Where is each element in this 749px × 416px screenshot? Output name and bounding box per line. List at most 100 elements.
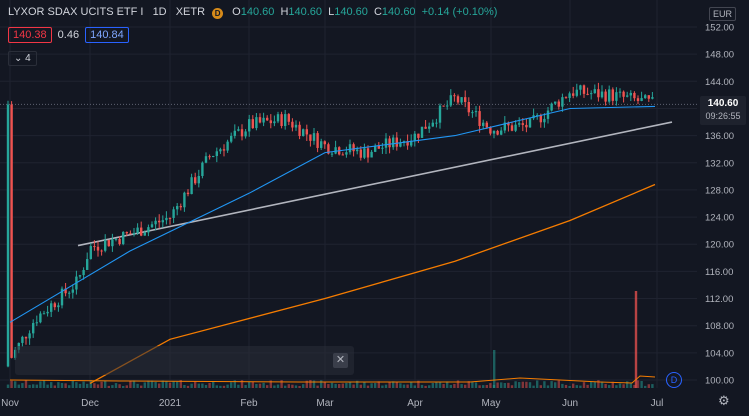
volume-bar xyxy=(647,384,650,388)
candle-body xyxy=(431,122,434,127)
candle-body xyxy=(417,133,420,138)
volume-bar xyxy=(582,382,586,388)
candle-body xyxy=(460,97,463,103)
candle-body xyxy=(147,227,150,233)
close-icon[interactable]: ✕ xyxy=(333,353,348,368)
volume-bar xyxy=(176,381,179,388)
volume-bar xyxy=(550,381,553,388)
volume-bar xyxy=(341,383,344,388)
candle-body xyxy=(622,91,625,97)
volume-bar xyxy=(359,384,362,388)
price-tick-label: 128.00 xyxy=(705,185,734,196)
price-tick-label: 100.00 xyxy=(705,376,734,387)
candle-body xyxy=(42,313,46,315)
candle-body xyxy=(302,129,305,137)
volume-bar xyxy=(539,385,542,388)
candle-body xyxy=(590,93,593,95)
indicators-toggle[interactable]: ⌄ 4 xyxy=(8,51,37,66)
volume-bar xyxy=(233,380,236,388)
symbol-legend[interactable]: LYXOR SDAX UCITS ETF I 1D XETR D O140.60… xyxy=(8,6,497,19)
candle-body xyxy=(129,233,132,235)
volume-bar xyxy=(428,385,431,388)
volume-bar xyxy=(158,383,161,388)
time-axis[interactable]: Nov Dec 2021 Feb Mar Apr May Jun Jul xyxy=(1,398,663,409)
buy-price-button[interactable]: 140.84 xyxy=(85,27,129,43)
currency-label[interactable]: EUR xyxy=(709,7,737,21)
candle-body xyxy=(575,89,578,96)
last-price: 140.60 xyxy=(707,98,739,109)
candle-body xyxy=(21,336,24,343)
volume-bar xyxy=(136,383,139,388)
candle-body xyxy=(377,145,380,149)
candle-body xyxy=(107,240,110,247)
candle-body xyxy=(374,145,377,152)
candle-body xyxy=(561,97,564,107)
candle-body xyxy=(104,240,107,251)
candle-body xyxy=(150,224,154,228)
candle-body xyxy=(86,259,89,270)
time-tick-label: May xyxy=(482,398,501,409)
trendline[interactable] xyxy=(77,121,673,247)
volume-bar xyxy=(107,385,110,388)
volume-bar xyxy=(140,385,143,388)
price-tick-label: 108.00 xyxy=(705,321,734,332)
volume-bar xyxy=(622,384,625,388)
candle-body xyxy=(262,117,265,123)
candle-body xyxy=(64,288,67,294)
symbol-name[interactable]: LYXOR SDAX UCITS ETF I xyxy=(8,6,144,18)
volume-bar xyxy=(240,380,244,388)
volume-bar xyxy=(150,380,154,388)
delayed-data-badge[interactable]: D xyxy=(212,8,224,19)
candle-body xyxy=(100,250,103,252)
candle-body xyxy=(111,239,114,247)
volume-bar xyxy=(557,380,560,388)
candle-body xyxy=(579,85,582,90)
volume-bar xyxy=(17,384,20,388)
candle-body xyxy=(222,149,226,151)
volume-bar xyxy=(237,384,240,388)
volume-bar xyxy=(273,385,276,388)
volume-bar xyxy=(370,383,373,388)
interval-label[interactable]: 1D xyxy=(152,6,167,18)
candle-body xyxy=(204,156,208,163)
trendline-segment xyxy=(77,121,673,247)
candle-body xyxy=(233,130,236,136)
volume-bar xyxy=(93,383,96,388)
volume-bar xyxy=(478,385,481,388)
volume-bar xyxy=(406,384,409,388)
volume-bar xyxy=(204,385,208,388)
volume-bar xyxy=(611,381,614,388)
candle-body xyxy=(600,91,604,98)
candle-body xyxy=(24,336,28,339)
price-axis[interactable]: 152.00148.00144.00140.00136.00132.00128.… xyxy=(705,23,734,387)
candle-body xyxy=(276,114,280,122)
volume-bar xyxy=(608,385,611,388)
volume-bar xyxy=(586,384,589,388)
candle-body xyxy=(604,91,607,102)
volume-bar xyxy=(446,381,449,388)
candle-body xyxy=(420,126,424,138)
candle-body xyxy=(608,89,611,102)
candle-body xyxy=(496,130,499,135)
sell-price-button[interactable]: 140.38 xyxy=(8,27,52,43)
volume-bar xyxy=(89,380,92,388)
ohlc-close: C140.60 xyxy=(373,6,416,18)
volume-bar xyxy=(345,382,348,388)
volume-bar xyxy=(575,385,578,388)
gear-icon[interactable]: ⚙ xyxy=(718,393,730,408)
candle-body xyxy=(388,138,391,148)
price-tick-label: 144.00 xyxy=(705,77,734,88)
volume-bar xyxy=(262,382,265,388)
volume-bar xyxy=(194,381,197,388)
volume-bar xyxy=(395,382,398,388)
volume-bar xyxy=(28,384,31,388)
candle-body xyxy=(370,151,373,158)
volume-bar xyxy=(154,381,157,388)
volume-bar xyxy=(327,384,330,388)
volume-bar xyxy=(449,384,452,388)
volume-bar xyxy=(269,380,272,388)
dividend-badge[interactable]: D xyxy=(666,372,682,388)
volume-bar xyxy=(546,385,550,388)
volume-bar xyxy=(493,350,496,388)
